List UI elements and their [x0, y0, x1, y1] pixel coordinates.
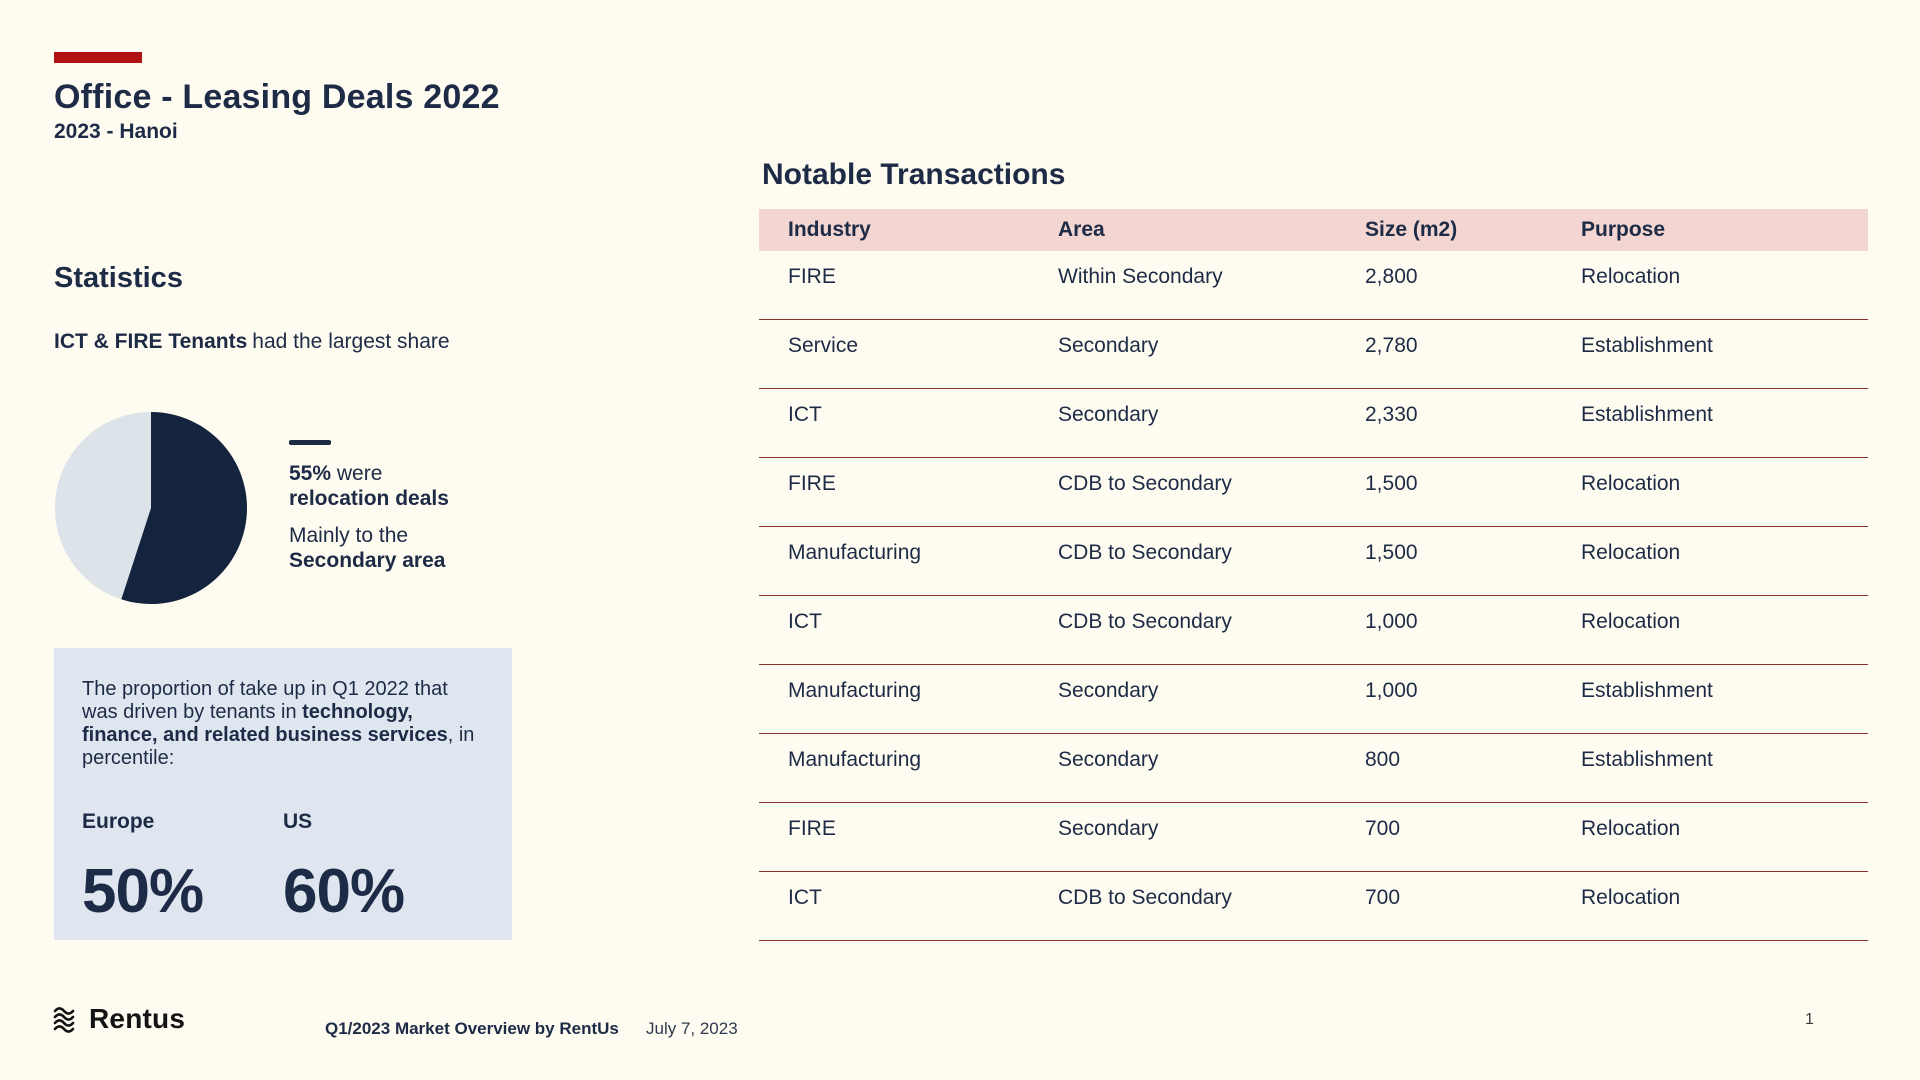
- table-cell: Relocation: [1581, 817, 1681, 840]
- brand-name: Rentus: [89, 1003, 186, 1034]
- callout-text: The proportion of take up in Q1 2022 tha…: [82, 678, 484, 770]
- pie-chart: [55, 412, 248, 604]
- table-cell: Within Secondary: [1058, 265, 1223, 288]
- callout-figures: Europe 50% US 60%: [82, 810, 484, 927]
- statistics-lead-rest: had the largest share: [252, 330, 450, 353]
- pie-annotation-line1: 55% were: [289, 461, 549, 486]
- table-heading: Notable Transactions: [762, 158, 1066, 191]
- figure-label: US: [283, 810, 313, 833]
- column-header: Industry: [788, 218, 871, 241]
- table-cell: FIRE: [788, 472, 836, 495]
- accent-bar: [54, 52, 142, 63]
- column-header: Purpose: [1581, 218, 1666, 241]
- table-cell: CDB to Secondary: [1058, 541, 1232, 564]
- table-cell: 700: [1365, 817, 1401, 840]
- pie-pct-rest: were: [331, 462, 383, 485]
- callout-text-bold: technology, finance, and related busines…: [82, 701, 448, 746]
- table-cell: Establishment: [1581, 334, 1713, 357]
- table-cell: Secondary: [1058, 748, 1159, 771]
- table-cell: Manufacturing: [788, 541, 922, 564]
- pie-secondary-label: Secondary area: [289, 549, 446, 572]
- table-row: Manufacturing Secondary 800 Establishment: [759, 734, 1868, 803]
- page-title: Office - Leasing Deals 2022: [54, 78, 500, 116]
- table-cell: 2,800: [1365, 265, 1418, 288]
- table-cell: ICT: [788, 886, 822, 909]
- table-cell: 700: [1365, 886, 1401, 909]
- pie-annotation-line3: Mainly to the: [289, 524, 409, 547]
- brand-logo: Rentus: [52, 1003, 185, 1035]
- callout-text-prefix: The proportion of take up in Q1 2022 tha…: [82, 678, 448, 723]
- table-cell: Secondary: [1058, 679, 1159, 702]
- table-rows: FIRE Within Secondary 2,800 Relocation Servi…: [759, 251, 1868, 941]
- table-cell: CDB to Secondary: [1058, 610, 1232, 633]
- pie-chart-svg: [55, 412, 248, 604]
- table-cell: FIRE: [788, 265, 836, 288]
- table-cell: Relocation: [1581, 472, 1681, 495]
- table-cell: FIRE: [788, 817, 836, 840]
- figure-label: Europe: [82, 810, 155, 833]
- callout-figure-europe: Europe 50%: [82, 810, 283, 927]
- table-cell: Secondary: [1058, 817, 1159, 840]
- table-cell: 1,000: [1365, 610, 1418, 633]
- statistics-heading: Statistics: [54, 262, 183, 294]
- table-cell: 2,330: [1365, 403, 1418, 426]
- callout-text-suffix: , in percentile:: [82, 724, 475, 769]
- table-cell: Relocation: [1581, 610, 1681, 633]
- table-cell: Secondary: [1058, 403, 1159, 426]
- page-number: 1: [1805, 1011, 1814, 1028]
- column-header: Size (m2): [1365, 218, 1458, 241]
- table-cell: 1,500: [1365, 472, 1418, 495]
- legend-dash-icon: [289, 440, 331, 445]
- table-cell: Establishment: [1581, 403, 1713, 426]
- waves-icon: [53, 1007, 75, 1033]
- table-row: FIRE CDB to Secondary 1,500 Relocation: [759, 458, 1868, 527]
- table-cell: Secondary: [1058, 334, 1159, 357]
- table-cell: Relocation: [1581, 265, 1681, 288]
- page-subtitle: 2023 - Hanoi: [54, 120, 178, 143]
- table-cell: 1,000: [1365, 679, 1418, 702]
- table-cell: CDB to Secondary: [1058, 472, 1232, 495]
- table-row: Manufacturing CDB to Secondary 1,500 Reloca…: [759, 527, 1868, 596]
- table-header-row: Industry Area Size (m2) Purpose: [759, 209, 1868, 251]
- transactions-table: Industry Area Size (m2) Purpose FIRE Within …: [759, 209, 1868, 941]
- table-cell: Service: [788, 334, 859, 357]
- table-cell: Establishment: [1581, 748, 1713, 771]
- table-row: ICT CDB to Secondary 1,000 Relocation: [759, 596, 1868, 665]
- footer-date: July 7, 2023: [646, 1019, 738, 1038]
- table-row: FIRE Within Secondary 2,800 Relocation: [759, 251, 1868, 320]
- pie-annotation: 55% were relocation deals Mainly to the …: [289, 440, 549, 573]
- table-cell: ICT: [788, 610, 822, 633]
- pie-slice-relocation: [121, 412, 248, 604]
- table-cell: Establishment: [1581, 679, 1713, 702]
- pie-annotation-line4: Secondary area: [289, 548, 549, 573]
- figure-value: 60%: [283, 857, 405, 926]
- table-cell: Relocation: [1581, 886, 1681, 909]
- table-cell: Relocation: [1581, 541, 1681, 564]
- table-row: Service Secondary 2,780 Establishment: [759, 320, 1868, 389]
- table-cell: Manufacturing: [788, 748, 922, 771]
- callout-box: The proportion of take up in Q1 2022 tha…: [54, 648, 512, 940]
- column-header: Area: [1058, 218, 1105, 241]
- table-cell: ICT: [788, 403, 822, 426]
- table-row: ICT Secondary 2,330 Establishment: [759, 389, 1868, 458]
- callout-figure-us: US 60%: [283, 810, 484, 927]
- table-row: FIRE Secondary 700 Relocation: [759, 803, 1868, 872]
- footer-doc-title: Q1/2023 Market Overview by RentUs: [325, 1019, 619, 1038]
- table-cell: 2,780: [1365, 334, 1418, 357]
- pie-relocation-label: relocation deals: [289, 487, 449, 510]
- table-row: ICT CDB to Secondary 700 Relocation: [759, 872, 1868, 941]
- statistics-lead-bold: ICT & FIRE Tenants: [54, 330, 248, 353]
- table-row: Manufacturing Secondary 1,000 Establishment: [759, 665, 1868, 734]
- table-cell: 1,500: [1365, 541, 1418, 564]
- pie-pct: 55%: [289, 462, 332, 485]
- table-cell: CDB to Secondary: [1058, 886, 1232, 909]
- table-cell: Manufacturing: [788, 679, 922, 702]
- table-cell: 800: [1365, 748, 1401, 771]
- statistics-lead-text: ICT & FIRE Tenants had the largest share: [54, 330, 450, 354]
- figure-value: 50%: [82, 857, 204, 926]
- pie-annotation-line2: relocation deals: [289, 486, 549, 511]
